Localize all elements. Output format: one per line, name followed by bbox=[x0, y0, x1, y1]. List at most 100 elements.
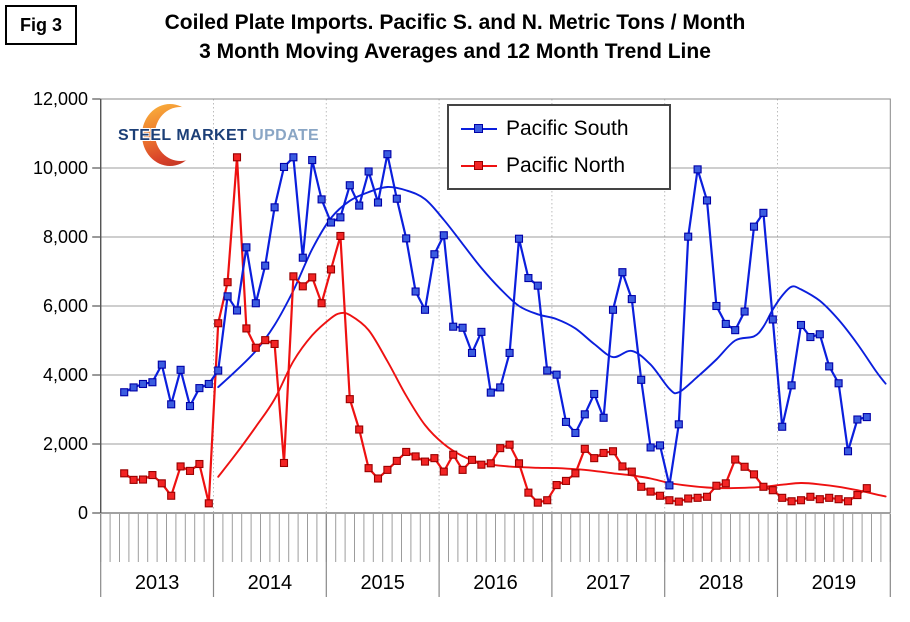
y-axis-label-4000: 4,000 bbox=[43, 365, 88, 385]
pacific-north-trend-line bbox=[217, 311, 887, 498]
pacific-south-marker bbox=[505, 348, 514, 357]
pacific-north-marker bbox=[458, 465, 467, 474]
x-axis-year-label-2013: 2013 bbox=[135, 572, 180, 594]
pacific-north-marker bbox=[853, 491, 862, 500]
pacific-north-marker bbox=[721, 479, 730, 488]
pacific-south-marker bbox=[590, 389, 599, 399]
x-axis-year-label-2018: 2018 bbox=[699, 572, 744, 594]
pacific-south-marker bbox=[411, 287, 420, 296]
figure-label-box: Fig 3 bbox=[5, 5, 77, 45]
pacific-north-ma-line bbox=[123, 156, 868, 505]
legend-item-pacific-north: Pacific North bbox=[461, 154, 669, 178]
pacific-north-marker bbox=[731, 455, 740, 464]
pacific-north-marker bbox=[279, 458, 289, 468]
pacific-north-marker bbox=[223, 278, 232, 287]
pacific-south-marker bbox=[402, 234, 411, 243]
pacific-south-marker bbox=[721, 319, 730, 328]
x-axis-year-label-2019: 2019 bbox=[812, 572, 857, 594]
pacific-north-marker bbox=[684, 494, 693, 503]
pacific-north-marker bbox=[815, 495, 824, 504]
pacific-south-marker bbox=[684, 232, 693, 241]
pacific-south-marker bbox=[373, 198, 383, 207]
pacific-south-marker bbox=[120, 388, 129, 397]
pacific-south-marker bbox=[853, 415, 862, 424]
pacific-south-marker bbox=[806, 332, 815, 342]
pacific-north-marker bbox=[796, 496, 806, 505]
pacific-north-marker bbox=[138, 475, 148, 484]
pacific-north-marker bbox=[467, 455, 477, 464]
pacific-south-marker bbox=[637, 375, 646, 384]
pacific-north-marker bbox=[561, 476, 571, 485]
chart-title: Coiled Plate Imports. Pacific S. and N. … bbox=[0, 8, 910, 66]
pacific-north-marker bbox=[232, 153, 242, 162]
pacific-south-marker bbox=[825, 362, 834, 371]
pacific-south-marker bbox=[383, 150, 392, 159]
pacific-north-marker bbox=[778, 493, 787, 502]
pacific-north-marker bbox=[608, 447, 618, 456]
logo-word-steel: STEEL bbox=[118, 127, 172, 144]
pacific-south-marker bbox=[176, 365, 185, 374]
pacific-south-marker bbox=[467, 348, 477, 357]
pacific-south-marker bbox=[486, 388, 495, 397]
pacific-north-marker bbox=[571, 469, 580, 478]
pacific-south-marker bbox=[608, 305, 618, 314]
pacific-south-marker bbox=[289, 153, 298, 162]
pacific-north-marker bbox=[768, 486, 777, 495]
pacific-north-marker bbox=[449, 450, 458, 459]
legend-label-pacific-north: Pacific North bbox=[506, 153, 626, 177]
pacific-south-marker bbox=[355, 201, 364, 210]
pacific-south-marker bbox=[815, 330, 824, 339]
pacific-north-marker bbox=[364, 464, 373, 473]
pacific-south-marker bbox=[326, 218, 336, 227]
logo-word-update: UPDATE bbox=[252, 127, 320, 144]
x-axis-year-label-2017: 2017 bbox=[586, 572, 631, 594]
pacific-south-marker bbox=[167, 400, 176, 409]
pacific-south-marker bbox=[599, 413, 608, 422]
pacific-north-marker bbox=[496, 444, 505, 453]
pacific-north-marker bbox=[185, 466, 195, 475]
pacific-north-marker bbox=[298, 282, 307, 291]
pacific-south-marker bbox=[514, 234, 524, 243]
pacific-north-marker bbox=[251, 343, 260, 352]
pacific-north-marker bbox=[439, 467, 448, 476]
pacific-south-marker bbox=[232, 306, 242, 315]
pacific-north-marker bbox=[430, 454, 439, 463]
y-axis-label-6000: 6,000 bbox=[43, 296, 88, 316]
chart-title-line1: Coiled Plate Imports. Pacific S. and N. … bbox=[164, 11, 746, 34]
pacific-south-legend-swatch bbox=[461, 123, 497, 134]
pacific-south-marker-icon bbox=[474, 123, 483, 133]
pacific-north-marker bbox=[355, 425, 364, 434]
pacific-north-marker bbox=[524, 488, 533, 497]
pacific-south-marker bbox=[655, 441, 665, 450]
pacific-south-marker bbox=[185, 401, 195, 411]
pacific-south-marker bbox=[778, 422, 787, 431]
pacific-north-marker bbox=[712, 481, 721, 490]
legend: Pacific South Pacific North bbox=[447, 104, 671, 190]
pacific-north-marker bbox=[843, 497, 853, 506]
pacific-south-marker bbox=[364, 167, 373, 176]
pacific-north-marker bbox=[411, 452, 420, 461]
pacific-south-marker bbox=[665, 481, 674, 490]
pacific-north-marker bbox=[637, 482, 646, 491]
pacific-south-marker bbox=[261, 261, 270, 270]
pacific-south-marker bbox=[242, 243, 251, 252]
pacific-south-marker bbox=[138, 379, 148, 389]
pacific-north-marker-icon bbox=[474, 160, 483, 170]
pacific-north-marker bbox=[749, 470, 759, 479]
pacific-south-marker bbox=[279, 162, 289, 172]
x-axis-year-label-2015: 2015 bbox=[360, 572, 405, 594]
pacific-north-marker bbox=[289, 272, 298, 281]
legend-item-pacific-south: Pacific South bbox=[461, 117, 669, 141]
logo-text: STEEL MARKET UPDATE bbox=[118, 127, 319, 145]
x-axis-year-label-2016: 2016 bbox=[473, 572, 518, 594]
pacific-north-marker bbox=[345, 395, 354, 404]
pacific-south-marker bbox=[477, 327, 486, 336]
pacific-south-marker bbox=[439, 231, 448, 240]
pacific-south-marker bbox=[458, 323, 467, 332]
y-axis-label-2000: 2,000 bbox=[43, 434, 88, 454]
pacific-south-marker bbox=[129, 383, 138, 392]
pacific-north-marker bbox=[383, 465, 392, 474]
pacific-north-marker bbox=[317, 299, 326, 308]
